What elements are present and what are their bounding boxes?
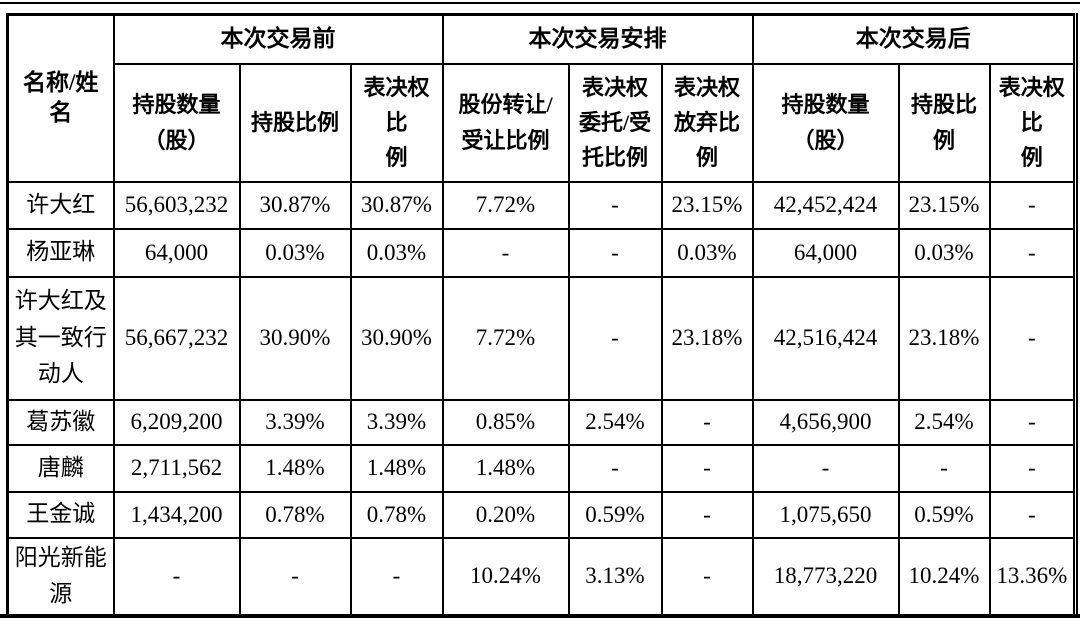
value-cell: 0.78% — [238, 490, 352, 539]
value-cell: 0.20% — [441, 490, 570, 539]
column-header-holding-ratio-after: 持股比 例 — [897, 62, 991, 183]
value-cell: - — [238, 536, 352, 617]
table-row: 葛苏徽 6,209,200 3.39% 3.39% 0.85% 2.54% - … — [6, 398, 1077, 446]
value-cell: 0.03% — [897, 227, 991, 278]
value-cell: - — [988, 180, 1077, 230]
value-cell: - — [660, 490, 754, 539]
value-cell: - — [660, 443, 754, 493]
value-cell: 1.48% — [349, 443, 444, 493]
value-cell: 56,667,232 — [112, 275, 241, 401]
top-horizontal-rule — [0, 2, 1080, 4]
value-cell: 30.90% — [349, 275, 444, 401]
value-cell: 18,773,220 — [751, 536, 900, 617]
value-cell: 30.87% — [238, 180, 352, 230]
value-cell: 2.54% — [897, 398, 991, 446]
value-cell: 23.15% — [660, 180, 754, 230]
column-header-holding-ratio-before: 持股比例 — [238, 62, 352, 183]
value-cell: 10.24% — [441, 536, 570, 617]
value-cell: 1.48% — [441, 443, 570, 493]
bottom-horizontal-rule — [0, 614, 1080, 618]
value-cell: 3.39% — [349, 398, 444, 446]
shareholder-name: 杨亚琳 — [6, 227, 115, 278]
value-cell: - — [349, 536, 444, 617]
value-cell: - — [660, 398, 754, 446]
value-cell: - — [988, 490, 1077, 539]
value-cell: 0.59% — [897, 490, 991, 539]
value-cell: 1.48% — [238, 443, 352, 493]
table-row: 王金诚 1,434,200 0.78% 0.78% 0.20% 0.59% - … — [6, 490, 1077, 539]
value-cell: 0.59% — [567, 490, 663, 539]
value-cell: 64,000 — [112, 227, 241, 278]
value-cell: 0.03% — [238, 227, 352, 278]
table-row: 许大红 56,603,232 30.87% 30.87% 7.72% - 23.… — [6, 180, 1077, 230]
shareholder-name: 葛苏徽 — [6, 398, 115, 446]
value-cell: 1,434,200 — [112, 490, 241, 539]
value-cell: - — [660, 536, 754, 617]
value-cell: - — [567, 443, 663, 493]
value-cell: - — [567, 275, 663, 401]
shareholding-table: 名称/姓 名 本次交易前 本次交易安排 本次交易后 持股数量 （股） 持股比例 … — [6, 13, 1079, 617]
value-cell: - — [988, 275, 1077, 401]
value-cell: - — [988, 227, 1077, 278]
shareholder-name: 王金诚 — [6, 490, 115, 539]
column-header-shares-before: 持股数量 （股） — [112, 62, 241, 183]
table-row: 杨亚琳 64,000 0.03% 0.03% - - 0.03% 64,000 … — [6, 227, 1077, 278]
value-cell: 6,209,200 — [112, 398, 241, 446]
table-row: 许大红及 其一致行 动人 56,667,232 30.90% 30.90% 7.… — [6, 275, 1077, 401]
value-cell: 3.13% — [567, 536, 663, 617]
value-cell: 0.78% — [349, 490, 444, 539]
value-cell: 10.24% — [897, 536, 991, 617]
group-header-row: 名称/姓 名 本次交易前 本次交易安排 本次交易后 — [6, 13, 1077, 183]
value-cell: 2,711,562 — [112, 443, 241, 493]
shareholder-name: 唐麟 — [6, 443, 115, 493]
column-header-row: 持股数量 （股） 持股比例 表决权比 例 股份转让/ 受让比例 表决权 委托/受… — [8, 62, 1077, 183]
group-header-transaction-arrangement: 本次交易安排 — [441, 13, 754, 65]
value-cell: 13.36% — [988, 536, 1077, 617]
value-cell: 23.18% — [897, 275, 991, 401]
shareholder-name: 许大红 — [6, 180, 115, 230]
value-cell: - — [988, 398, 1077, 446]
column-header-transfer-ratio: 股份转让/ 受让比例 — [441, 62, 570, 183]
value-cell: 30.87% — [349, 180, 444, 230]
shareholder-name: 许大红及 其一致行 动人 — [6, 275, 115, 401]
column-header-shares-after: 持股数量 （股） — [751, 62, 900, 183]
value-cell: 2.54% — [567, 398, 663, 446]
column-header-voting-ratio-before: 表决权比 例 — [349, 62, 444, 183]
value-cell: 56,603,232 — [112, 180, 241, 230]
column-header-voting-ratio-after: 表决权比 例 — [988, 62, 1077, 183]
value-cell: 7.72% — [441, 180, 570, 230]
shareholder-name: 阳光新能 源 — [6, 536, 115, 617]
value-cell: 23.15% — [897, 180, 991, 230]
value-cell: 23.18% — [660, 275, 754, 401]
value-cell: 0.85% — [441, 398, 570, 446]
group-header-after-transaction: 本次交易后 — [751, 13, 1077, 65]
group-header-before-transaction: 本次交易前 — [112, 13, 444, 65]
value-cell: - — [567, 227, 663, 278]
value-cell: 64,000 — [751, 227, 900, 278]
value-cell: 4,656,900 — [751, 398, 900, 446]
value-cell: 30.90% — [238, 275, 352, 401]
table-row: 阳光新能 源 - - - 10.24% 3.13% - 18,773,220 1… — [6, 536, 1077, 617]
column-header-voting-waiver-ratio: 表决权 放弃比 例 — [660, 62, 754, 183]
value-cell: - — [441, 227, 570, 278]
value-cell: 42,452,424 — [751, 180, 900, 230]
value-cell: - — [567, 180, 663, 230]
value-cell: 1,075,650 — [751, 490, 900, 539]
name-column-header: 名称/姓 名 — [6, 13, 115, 183]
value-cell: - — [988, 443, 1077, 493]
value-cell: 7.72% — [441, 275, 570, 401]
value-cell: 0.03% — [349, 227, 444, 278]
value-cell: 3.39% — [238, 398, 352, 446]
value-cell: - — [112, 536, 241, 617]
column-header-voting-entrust-ratio: 表决权 委托/受 托比例 — [567, 62, 663, 183]
table-row: 唐麟 2,711,562 1.48% 1.48% 1.48% - - - - - — [6, 443, 1077, 493]
value-cell: 42,516,424 — [751, 275, 900, 401]
value-cell: - — [897, 443, 991, 493]
value-cell: - — [751, 443, 900, 493]
value-cell: 0.03% — [660, 227, 754, 278]
